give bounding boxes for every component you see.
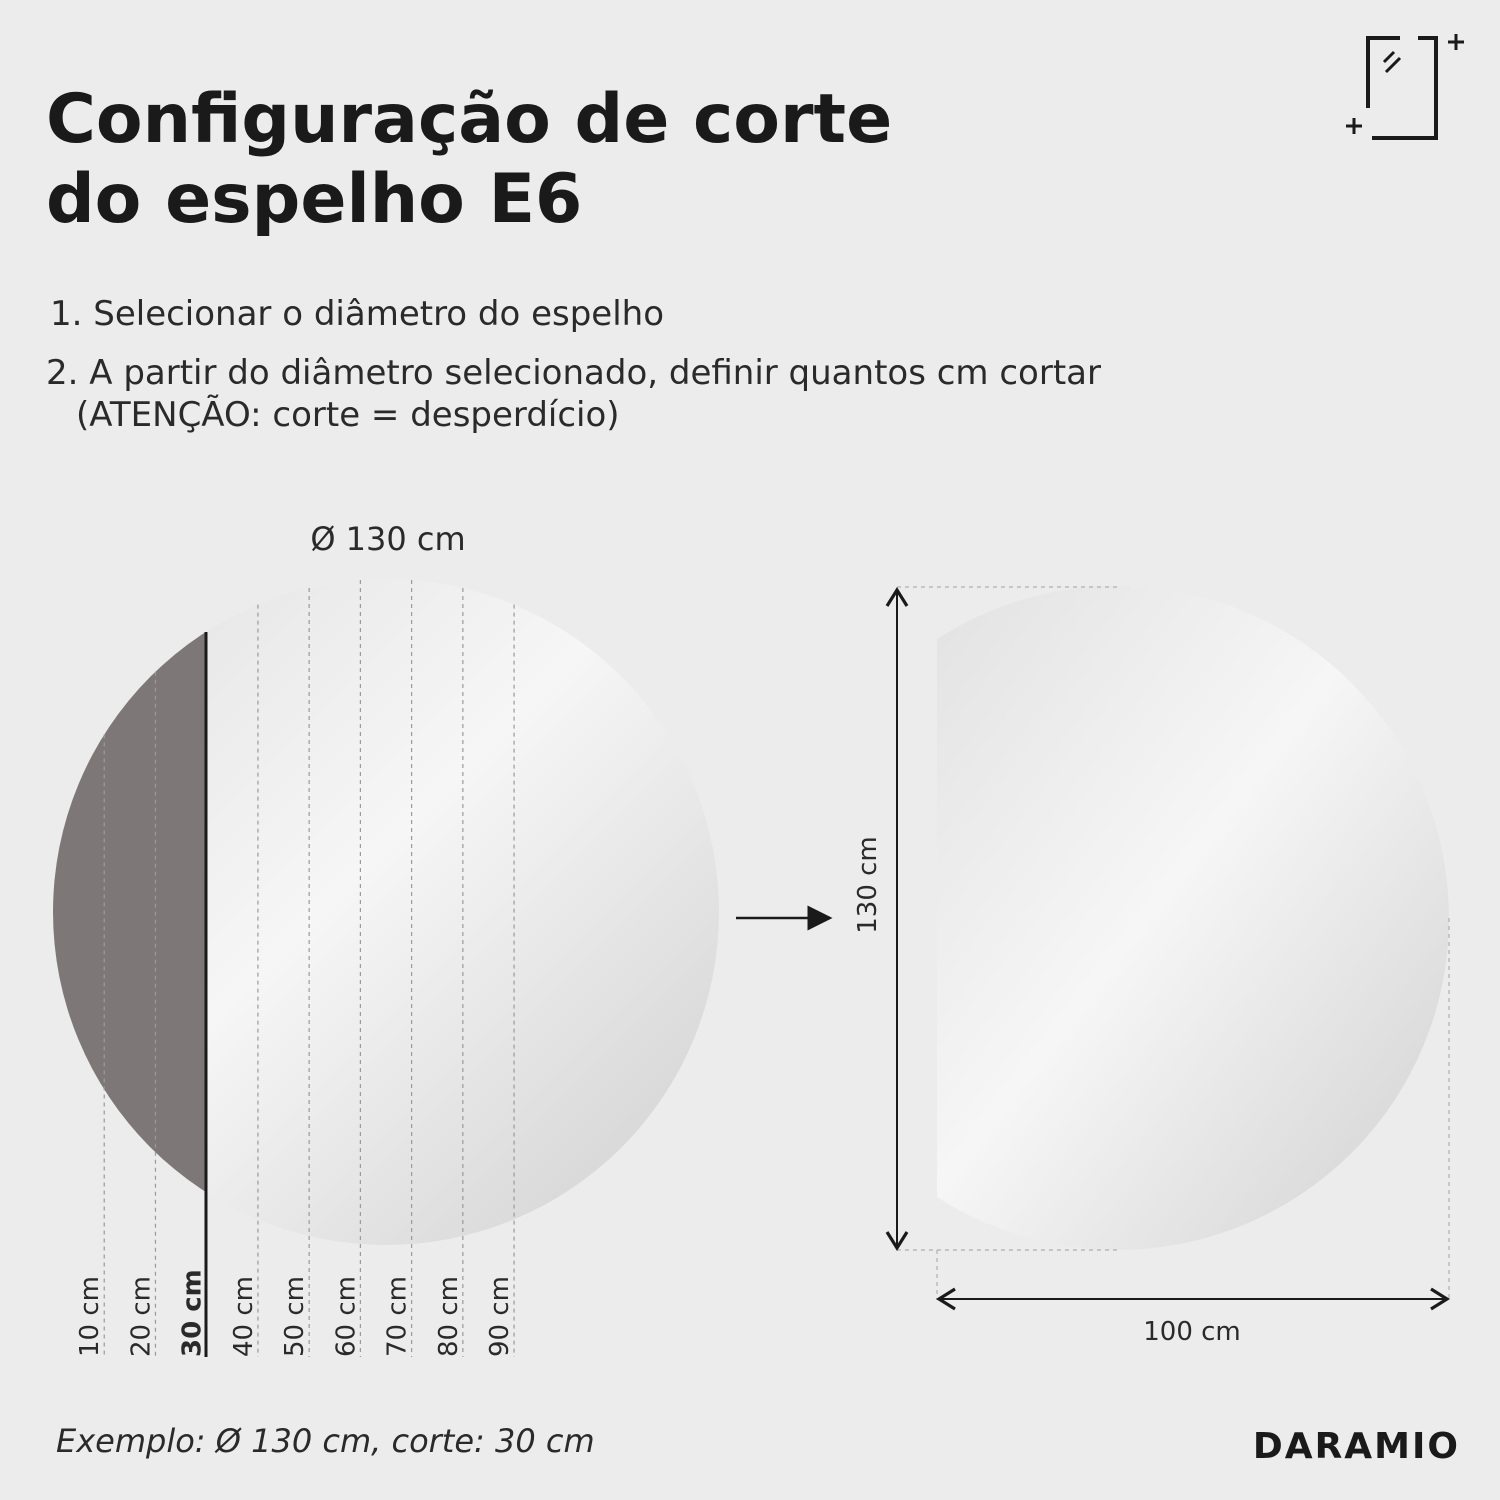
cut-label: 30 cm	[178, 1269, 208, 1357]
diameter-label: Ø 130 cm	[310, 520, 465, 558]
step-note: (ATENÇÃO: corte = desperdício)	[76, 395, 620, 435]
brand-icon	[1346, 34, 1464, 140]
cut-label: 20 cm	[126, 1276, 156, 1357]
cut-label: 10 cm	[75, 1276, 105, 1357]
cut-label: 70 cm	[383, 1276, 413, 1357]
cut-label: 50 cm	[280, 1276, 310, 1357]
brand: DARAMIO	[1253, 1426, 1460, 1467]
cut-mirror	[885, 586, 1451, 1311]
round-mirror	[53, 579, 719, 1245]
cut-label: 80 cm	[434, 1276, 464, 1357]
cut-lines	[103, 579, 515, 1357]
cut-label: 90 cm	[485, 1276, 515, 1357]
cut-label: 60 cm	[331, 1276, 361, 1357]
step: 2. A partir do diâmetro selecionado, def…	[46, 353, 1101, 393]
width-label: 100 cm	[1143, 1317, 1241, 1347]
example: Exemplo: Ø 130 cm, corte: 30 cm	[56, 1422, 595, 1460]
title-line: Configuração de corte	[46, 80, 892, 159]
title-line: do espelho E6	[46, 160, 582, 239]
cut-label: 40 cm	[229, 1276, 259, 1357]
height-label: 130 cm	[853, 836, 883, 934]
step: 1. Selecionar o diâmetro do espelho	[50, 294, 664, 334]
